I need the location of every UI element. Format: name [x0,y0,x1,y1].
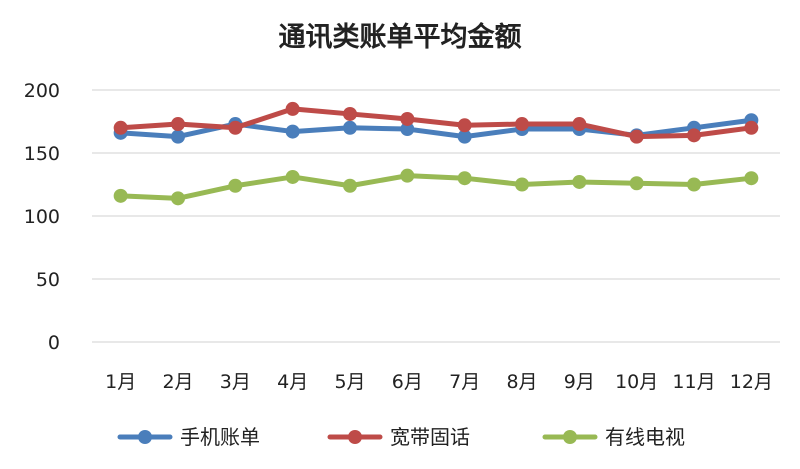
series-line [118,173,754,201]
series [113,101,759,144]
y-tick-label: 200 [24,80,60,102]
data-point [687,177,701,192]
data-point [744,120,759,135]
data-point [113,188,128,203]
x-axis-ticks: 1月 2月 3月 4月 5月 6月 7月 8月 9月 10月 11月 12月 [105,371,773,393]
data-point [400,122,415,137]
legend-label: 宽带固话 [390,425,470,449]
data-point [171,191,185,206]
data-point [400,111,415,126]
legend-item: 手机账单 [117,425,260,449]
legend-label: 有线电视 [605,425,685,449]
data-point [113,120,128,135]
data-point [285,124,300,139]
legend-swatch-marker [563,430,577,444]
data-point [400,168,415,183]
data-point [629,176,644,191]
x-tick-label: 3月 [220,371,251,393]
data-point [228,120,243,135]
legend-item: 宽带固话 [327,425,470,449]
data-point [457,171,472,186]
data-point [171,117,185,132]
series-lines [113,101,759,206]
series-line [118,106,754,140]
data-point [343,178,357,193]
data-point [228,178,243,193]
series [113,168,759,206]
x-tick-label: 1月 [105,371,136,393]
x-tick-label: 11月 [672,371,715,393]
x-tick-label: 12月 [730,371,773,393]
y-tick-label: 0 [48,332,60,354]
x-tick-label: 2月 [162,371,193,393]
data-point [171,129,185,144]
x-tick-label: 7月 [449,371,480,393]
y-tick-label: 100 [24,206,60,228]
x-tick-label: 4月 [277,371,308,393]
x-tick-label: 8月 [506,371,537,393]
x-tick-label: 9月 [564,371,595,393]
x-tick-label: 6月 [392,371,423,393]
data-point [572,117,587,132]
data-point [343,120,357,135]
data-point [515,177,529,192]
data-point [572,174,587,189]
data-point [285,101,300,116]
data-point [687,128,701,143]
data-point [457,129,472,144]
x-tick-label: 10月 [615,371,658,393]
legend-item: 有线电视 [542,425,685,449]
y-axis-ticks: 0 50 100 150 200 [24,80,60,354]
legend-swatch-marker [348,430,362,444]
legend-swatch-marker [138,430,152,444]
legend: 手机账单 宽带固话 有线电视 [117,425,685,449]
gridlines [92,89,780,343]
data-point [515,117,529,132]
y-tick-label: 150 [24,143,60,165]
x-tick-label: 5月 [334,371,365,393]
y-tick-label: 50 [36,269,60,291]
data-point [285,169,300,184]
legend-label: 手机账单 [180,425,260,449]
data-point [343,106,357,121]
data-point [744,171,759,186]
data-point [629,129,644,144]
chart-title: 通讯类账单平均金额 [279,21,522,53]
data-point [457,118,472,133]
